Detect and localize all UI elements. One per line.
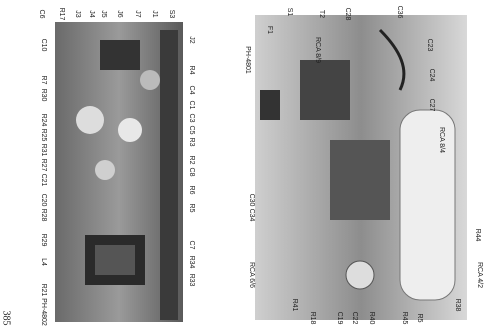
component-label: C7	[188, 241, 195, 250]
component-label: R2	[188, 156, 195, 165]
component-label: C27	[428, 99, 435, 112]
component-label: C3	[188, 114, 195, 123]
component-label: R18	[309, 312, 316, 325]
component-label: C36	[396, 6, 403, 19]
component-label: C21	[40, 174, 47, 187]
component-label: C8	[188, 168, 195, 177]
component-label: J5	[100, 10, 107, 18]
component-label: C19	[336, 312, 343, 325]
component-label: C23	[426, 39, 433, 52]
component-label: R38	[454, 299, 461, 312]
left-photo	[55, 22, 183, 322]
component-label: C1	[188, 101, 195, 110]
component-label: R3	[188, 138, 195, 147]
component-label: R17	[58, 8, 65, 21]
component-label: C6	[38, 10, 45, 19]
component-label: C20	[40, 194, 47, 207]
component-label: F1	[266, 26, 273, 34]
component-label: L4	[40, 258, 47, 266]
component-label: C30	[248, 194, 255, 207]
component-label: J6	[116, 10, 123, 18]
component-label: C22	[351, 312, 358, 325]
component-label: R5	[416, 314, 423, 323]
component-label: R34	[188, 256, 195, 269]
component-label: R6	[188, 186, 195, 195]
component-label: J4	[88, 10, 95, 18]
component-label: C34	[248, 209, 255, 222]
figure-caption: PH-4801	[244, 46, 251, 74]
component-label: C28	[344, 8, 351, 21]
component-label: R21	[40, 284, 47, 297]
component-label: R41	[291, 299, 298, 312]
component-label: R30	[40, 89, 47, 102]
component-label: RCA 4/2	[476, 262, 483, 288]
component-label: RCA 8/9	[314, 37, 321, 63]
component-label: C5	[188, 126, 195, 135]
component-label: J3	[74, 10, 81, 18]
component-label: R44	[474, 229, 481, 242]
figure-caption: PH-4802	[40, 298, 47, 326]
component-label: R7	[40, 76, 47, 85]
component-label: J7	[134, 10, 141, 18]
component-label: R24	[40, 114, 47, 127]
component-label: R29	[40, 234, 47, 247]
component-label: C24	[428, 69, 435, 82]
component-label: C4	[188, 86, 195, 95]
component-label: R40	[368, 312, 375, 325]
component-label: RCA 8/4	[438, 127, 445, 153]
component-label: C10	[40, 39, 47, 52]
component-label: RCA 6/6	[248, 262, 255, 288]
component-label: S3	[168, 10, 175, 19]
component-label: R28	[40, 209, 47, 222]
right-photo	[255, 15, 467, 320]
component-label: J1	[151, 10, 158, 18]
component-label: R5	[188, 204, 195, 213]
component-label: R25	[40, 129, 47, 142]
component-label: J2	[188, 36, 195, 44]
component-label: R4	[188, 66, 195, 75]
page-number: 385	[1, 311, 12, 326]
component-label: S1	[286, 8, 293, 17]
component-label: R33	[188, 274, 195, 287]
component-label: T2	[318, 10, 325, 18]
component-label: R27	[40, 159, 47, 172]
component-label: R45	[401, 312, 408, 325]
component-label: R31	[40, 144, 47, 157]
